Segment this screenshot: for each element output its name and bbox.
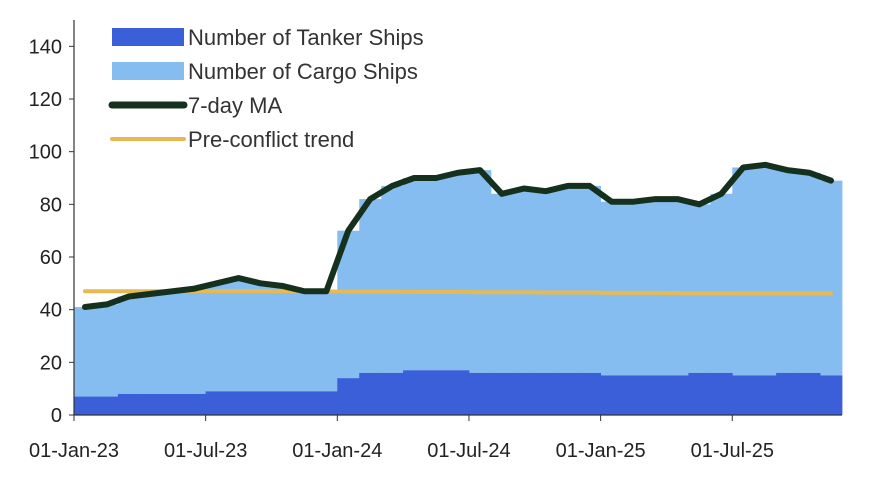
tanker-ships-bar-2023-12 [315, 391, 338, 415]
cargo-ships-bar-2023-04 [139, 293, 163, 394]
tanker-ships-bar-2024-09 [512, 372, 536, 415]
cargo-ships-bar-2023-11 [293, 291, 316, 392]
tanker-ships-bar-2025-11 [820, 375, 843, 415]
tanker-ships-bar-2024-07 [468, 372, 492, 415]
cargo-ships-bar-2023-12 [315, 291, 338, 392]
pre-conflict-trend-line [82, 289, 834, 296]
x-tick-label-01-Jul-24: 01-Jul-24 [427, 440, 510, 462]
cargo-ships-bar-2023-09 [249, 283, 272, 392]
y-tick-label-20: 20 [40, 352, 62, 374]
cargo-ships-bar-2025-06 [710, 193, 733, 373]
cargo-ships-bar-2025-02 [622, 201, 645, 376]
tanker-ships-bar-2024-01 [337, 378, 360, 415]
cargo-ships-bar-2023-07 [205, 283, 228, 392]
cargo-ships-bar-2023-03 [117, 296, 141, 394]
cargo-ships-bar-2025-03 [644, 199, 667, 376]
tanker-ships-bar-2024-02 [359, 372, 382, 415]
cargo-ships-bar-2025-09 [776, 170, 799, 373]
cargo-ships-bar-2023-02 [95, 304, 119, 397]
x-tick-label-01-Jul-25: 01-Jul-25 [691, 440, 774, 462]
cargo-ships-bar-2024-07 [468, 170, 492, 373]
tanker-ships-bar-2023-07 [205, 391, 228, 415]
tanker-ships-bar-2023-04 [139, 393, 163, 415]
tanker-ships-bar-2024-04 [403, 370, 426, 415]
tanker-ships-bar-2025-09 [776, 372, 799, 415]
pre-conflict-trend-layer [82, 289, 834, 296]
tanker-ships-bar-2024-12 [578, 372, 602, 415]
cargo-ships-bar-2023-10 [271, 285, 294, 392]
tanker-ships-bar-2024-08 [490, 372, 514, 415]
x-tick-label-01-Jan-25: 01-Jan-25 [556, 440, 646, 462]
y-tick-label-120: 120 [29, 89, 62, 111]
tanker-ships-bar-2023-05 [161, 393, 185, 415]
legend-label-number-of-cargo-ships: Number of Cargo Ships [188, 59, 418, 84]
legend-swatch-number-of-cargo-ships [112, 62, 184, 80]
tanker-ships-bar-2025-08 [754, 375, 777, 415]
cargo-ships-bar-2024-05 [425, 178, 448, 371]
tanker-ships-bar-2025-07 [732, 375, 755, 415]
cargo-ships-bar-2023-05 [161, 291, 185, 394]
cargo-ships-bar-2024-03 [381, 185, 404, 373]
tanker-ships-bar-2025-02 [622, 375, 645, 415]
tanker-ships-bar-2025-01 [600, 375, 623, 415]
tanker-ships-bar-2024-11 [556, 372, 580, 415]
cargo-ships-bar-2025-10 [798, 172, 821, 373]
cargo-ships-bars [74, 164, 843, 397]
seven-day-ma-layer [81, 161, 835, 311]
cargo-ships-bar-2024-10 [534, 191, 558, 373]
cargo-ships-bar-2025-11 [820, 180, 843, 376]
cargo-ships-bar-2025-07 [732, 167, 755, 376]
cargo-ships-bar-2025-05 [688, 204, 711, 373]
cargo-ships-bar-2023-06 [183, 288, 207, 394]
tanker-ships-bar-2024-05 [425, 370, 448, 415]
cargo-ships-bar-2025-08 [754, 164, 777, 376]
tanker-ships-bar-2024-10 [534, 372, 558, 415]
legend: Number of Tanker Ships Number of Cargo Sh… [108, 25, 424, 152]
y-tick-label-80: 80 [40, 194, 62, 216]
tanker-ships-bar-2024-06 [447, 370, 470, 415]
tanker-ships-bar-2025-04 [666, 375, 689, 415]
tanker-ships-bar-2023-06 [183, 393, 207, 415]
y-tick-label-140: 140 [29, 36, 62, 58]
cargo-ships-bar-2023-01 [74, 307, 97, 397]
tanker-ships-bar-2025-06 [710, 372, 733, 415]
y-tick-label-0: 0 [51, 405, 62, 427]
cargo-ships-bar-2025-04 [666, 199, 689, 376]
x-tick-label-01-Jan-23: 01-Jan-23 [29, 440, 119, 462]
tanker-ships-bars [74, 370, 843, 415]
cargo-ships-bar-2024-02 [359, 199, 382, 373]
tanker-ships-bar-2024-03 [381, 372, 404, 415]
seven-day-ma-line [81, 161, 835, 311]
tanker-ships-bar-2023-01 [74, 396, 97, 415]
legend-swatch-number-of-tanker-ships [112, 28, 184, 46]
tanker-ships-bar-2023-03 [117, 393, 141, 415]
legend-label-7-day-ma: 7-day MA [188, 93, 282, 118]
cargo-ships-bar-2024-09 [512, 188, 536, 373]
tanker-ships-bar-2025-05 [688, 372, 711, 415]
tanker-ships-bar-2023-09 [249, 391, 272, 415]
cargo-ships-bar-2024-08 [490, 193, 514, 373]
tanker-ships-bar-2025-10 [798, 372, 821, 415]
cargo-ships-bar-2024-11 [556, 185, 580, 373]
cargo-ships-bar-2023-08 [227, 278, 250, 392]
cargo-ships-bar-2024-04 [403, 178, 426, 371]
y-tick-label-100: 100 [29, 142, 62, 164]
x-tick-label-01-Jul-23: 01-Jul-23 [164, 440, 247, 462]
axes: 0 20 40 60 80 100 120 140 01-Jan-23 01-Jul-23 01-J… [29, 20, 842, 462]
y-tick-label-60: 60 [40, 247, 62, 269]
tanker-ships-bar-2025-03 [644, 375, 667, 415]
legend-label-number-of-tanker-ships: Number of Tanker Ships [188, 25, 424, 50]
legend-label-pre-conflict-trend: Pre-conflict trend [188, 127, 354, 152]
cargo-ships-bar-2024-01 [337, 230, 360, 379]
tanker-ships-bar-2023-08 [227, 391, 250, 415]
cargo-ships-bar-2024-12 [578, 185, 602, 373]
tanker-ships-bar-2023-02 [95, 396, 119, 415]
cargo-ships-bar-2025-01 [600, 201, 623, 376]
tanker-ships-bar-2023-11 [293, 391, 316, 415]
x-tick-label-01-Jan-24: 01-Jan-24 [292, 440, 382, 462]
tanker-ships-bar-2023-10 [271, 391, 294, 415]
cargo-ships-bar-2024-06 [447, 172, 470, 371]
y-tick-label-40: 40 [40, 300, 62, 322]
